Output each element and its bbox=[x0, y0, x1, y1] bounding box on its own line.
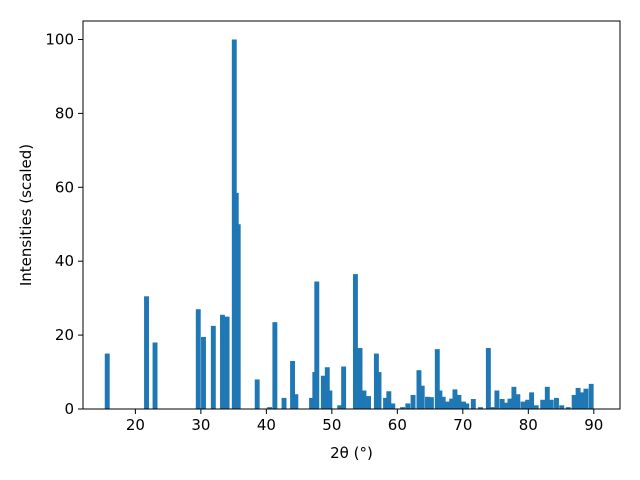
bar bbox=[104, 353, 110, 409]
x-axis-ticks: 20 30 40 50 60 70 80 90 bbox=[126, 409, 603, 434]
bar bbox=[210, 325, 216, 409]
bar bbox=[195, 309, 201, 409]
bar bbox=[267, 407, 273, 409]
bar bbox=[440, 396, 446, 409]
bar bbox=[428, 397, 434, 409]
bars-group bbox=[104, 39, 594, 409]
bar bbox=[559, 405, 565, 409]
bar bbox=[540, 399, 546, 409]
bar bbox=[529, 392, 535, 409]
bar bbox=[419, 385, 425, 409]
bar bbox=[449, 398, 455, 409]
bar bbox=[464, 403, 470, 409]
bar bbox=[554, 397, 559, 409]
y-tick-label: 80 bbox=[55, 104, 74, 122]
plot-frame bbox=[82, 20, 621, 410]
plot-background bbox=[83, 21, 620, 409]
bar bbox=[220, 314, 225, 409]
bar bbox=[588, 383, 594, 409]
y-tick-label: 0 bbox=[64, 400, 74, 418]
bar bbox=[324, 367, 330, 409]
bar bbox=[337, 405, 343, 409]
bar bbox=[352, 274, 358, 409]
bar bbox=[405, 403, 411, 409]
x-tick-label: 50 bbox=[322, 416, 341, 434]
bar bbox=[533, 405, 539, 409]
x-tick-label: 80 bbox=[519, 416, 538, 434]
bar bbox=[201, 336, 206, 409]
x-axis-title: 2θ (°) bbox=[330, 444, 373, 462]
bar bbox=[410, 394, 416, 409]
bar bbox=[341, 366, 347, 409]
x-tick-label: 90 bbox=[584, 416, 603, 434]
bar bbox=[511, 386, 517, 409]
bar bbox=[281, 397, 287, 409]
bar bbox=[293, 394, 299, 409]
bar bbox=[386, 391, 392, 409]
bar bbox=[489, 407, 495, 409]
bar bbox=[373, 353, 379, 409]
bar bbox=[383, 397, 389, 409]
bar bbox=[499, 399, 505, 409]
x-tick-label: 60 bbox=[388, 416, 407, 434]
x-tick-label: 20 bbox=[126, 416, 145, 434]
y-tick-label: 60 bbox=[55, 178, 74, 196]
bar bbox=[144, 296, 149, 409]
bar bbox=[445, 401, 451, 409]
bar bbox=[254, 379, 260, 409]
bar bbox=[235, 224, 241, 409]
bar bbox=[272, 322, 278, 409]
bar bbox=[525, 399, 531, 409]
y-tick-label: 20 bbox=[55, 326, 74, 344]
bar bbox=[437, 390, 443, 409]
bar bbox=[579, 392, 585, 409]
y-tick-label: 40 bbox=[55, 252, 74, 270]
bar bbox=[327, 390, 333, 409]
x-tick-label: 40 bbox=[257, 416, 276, 434]
bar bbox=[434, 349, 440, 409]
bar bbox=[416, 370, 422, 409]
bar bbox=[575, 387, 581, 409]
bar bbox=[400, 407, 406, 409]
bar bbox=[314, 281, 320, 409]
bar bbox=[320, 375, 326, 409]
bar bbox=[456, 394, 462, 409]
x-tick-label: 30 bbox=[191, 416, 210, 434]
bar bbox=[376, 372, 382, 409]
y-axis-ticks: 0 20 40 60 80 100 bbox=[45, 30, 83, 418]
bar bbox=[361, 390, 367, 409]
bar bbox=[571, 394, 577, 409]
bar bbox=[309, 397, 315, 409]
bar bbox=[548, 399, 554, 409]
bar bbox=[452, 389, 458, 409]
bar bbox=[544, 386, 550, 409]
bar bbox=[366, 396, 371, 409]
bar bbox=[485, 348, 491, 409]
bar bbox=[390, 403, 396, 409]
y-tick-label: 100 bbox=[45, 30, 74, 48]
bar bbox=[494, 390, 500, 409]
bar bbox=[152, 342, 158, 409]
x-tick-label: 70 bbox=[453, 416, 472, 434]
bar bbox=[583, 388, 589, 409]
bar bbox=[224, 316, 230, 409]
bar bbox=[290, 360, 296, 409]
bar bbox=[478, 407, 483, 409]
bar bbox=[565, 407, 571, 409]
bar bbox=[502, 402, 508, 409]
bar bbox=[357, 348, 363, 409]
bar bbox=[507, 398, 513, 409]
bar bbox=[515, 394, 521, 409]
bar bbox=[470, 399, 476, 409]
y-axis-title: Intensities (scaled) bbox=[17, 144, 35, 286]
bar bbox=[461, 401, 466, 409]
bar bbox=[520, 401, 526, 409]
bar bbox=[425, 396, 430, 409]
